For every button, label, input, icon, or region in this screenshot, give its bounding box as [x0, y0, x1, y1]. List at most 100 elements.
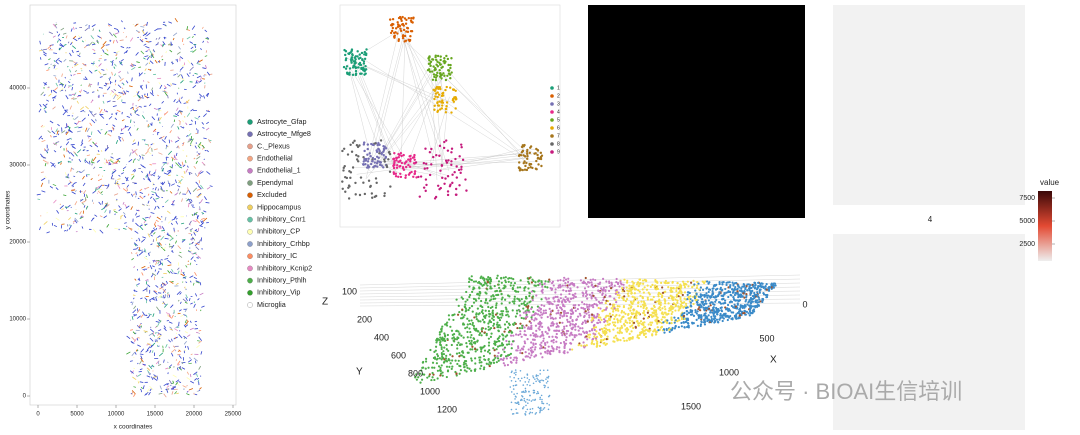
tissue-stroke — [65, 95, 69, 100]
tissue-stroke — [194, 72, 198, 75]
tissue-stroke — [56, 130, 59, 135]
network-node — [399, 29, 403, 33]
tissue-stroke — [205, 202, 210, 204]
tissue-stroke — [142, 203, 145, 206]
tissue-stroke — [137, 337, 140, 339]
tissue-stroke — [153, 296, 158, 299]
tissue-stroke — [43, 148, 46, 151]
tissue-stroke — [133, 94, 137, 97]
tissue-stroke — [38, 108, 42, 113]
network-node — [344, 67, 348, 70]
tissue-stroke — [143, 195, 146, 198]
tissue-stroke — [177, 360, 181, 365]
tissue-stroke — [169, 280, 174, 284]
tissue-stroke — [179, 292, 182, 295]
tissue-stroke — [139, 85, 143, 90]
tissue-stroke — [102, 49, 105, 53]
network-node — [455, 165, 458, 168]
tissue-stroke — [81, 117, 86, 122]
network-node — [539, 151, 543, 155]
tissue-stroke — [141, 29, 145, 35]
network-node — [359, 176, 363, 179]
tissue-stroke — [141, 272, 144, 276]
network-node — [441, 99, 444, 102]
network-node — [412, 162, 416, 165]
tissue-stroke — [178, 254, 183, 258]
tissue-stroke — [67, 204, 71, 208]
network-node — [409, 35, 412, 38]
tissue-stroke — [45, 103, 48, 106]
tissue-stroke — [72, 185, 75, 188]
network-node — [363, 192, 367, 196]
tissue-stroke — [70, 74, 72, 77]
tissue-stroke — [129, 64, 133, 67]
tissue-stroke — [63, 230, 67, 232]
network-node — [364, 52, 368, 55]
network-node — [346, 153, 350, 156]
tissue-stroke — [188, 172, 191, 176]
tissue-stroke — [140, 50, 145, 55]
network-node — [434, 55, 437, 59]
tissue-stroke — [194, 293, 198, 297]
tissue-stroke — [147, 370, 150, 374]
tissue-stroke — [192, 220, 197, 223]
tissue-stroke — [176, 145, 179, 149]
tissue-stroke — [196, 156, 201, 160]
tissue-stroke — [186, 189, 189, 194]
tissue-stroke — [171, 314, 174, 319]
tissue-stroke — [63, 58, 67, 62]
tissue-stroke — [203, 113, 207, 117]
tissue-stroke — [203, 196, 207, 201]
tissue-stroke — [103, 204, 108, 209]
tissue-stroke — [134, 278, 137, 281]
tissue-stroke — [88, 70, 93, 74]
tissue-stroke — [188, 220, 192, 225]
network-node — [454, 157, 457, 161]
tissue-stroke — [147, 125, 151, 128]
network-node — [537, 163, 540, 166]
tissue-stroke — [150, 273, 154, 278]
tissue-stroke — [186, 26, 189, 31]
tissue-stroke — [100, 44, 105, 49]
tissue-stroke — [190, 280, 192, 283]
tissue-stroke — [142, 217, 147, 222]
tissue-stroke — [166, 156, 169, 158]
network-node — [348, 71, 351, 74]
tissue-stroke — [40, 153, 43, 157]
network-node — [372, 143, 375, 147]
network-node — [409, 157, 412, 161]
tissue-stroke — [205, 93, 209, 97]
tissue-stroke — [200, 217, 205, 220]
tissue-stroke — [144, 223, 148, 226]
network-node — [388, 152, 392, 156]
tissue-stroke — [167, 220, 172, 224]
tissue-stroke — [189, 123, 193, 126]
tissue-stroke — [181, 222, 185, 225]
tissue-stroke — [148, 364, 153, 370]
tissue-stroke — [55, 187, 59, 191]
tissue-stroke — [111, 59, 114, 63]
tissue-stroke — [193, 371, 198, 376]
tissue-stroke — [137, 227, 140, 230]
tissue-stroke — [114, 63, 117, 67]
tissue-stroke — [144, 55, 149, 57]
tissue-stroke — [104, 52, 109, 56]
tissue-stroke — [54, 76, 58, 80]
tissue-stroke — [74, 62, 78, 66]
tissue-stroke — [196, 215, 200, 219]
tissue-stroke — [203, 95, 206, 99]
tissue-stroke — [74, 63, 79, 67]
tissue-stroke — [114, 79, 117, 83]
tissue-stroke — [115, 180, 119, 185]
tissue-stroke — [59, 44, 64, 47]
tissue-stroke — [151, 365, 153, 367]
tissue-stroke — [133, 386, 137, 388]
network-node — [446, 190, 450, 193]
tissue-stroke — [190, 353, 193, 356]
tissue-stroke — [176, 392, 179, 395]
tissue-stroke — [158, 109, 162, 112]
tissue-stroke — [111, 81, 113, 83]
tissue-stroke — [198, 93, 203, 98]
tissue-stroke — [116, 94, 121, 99]
tissue-stroke — [58, 47, 62, 51]
